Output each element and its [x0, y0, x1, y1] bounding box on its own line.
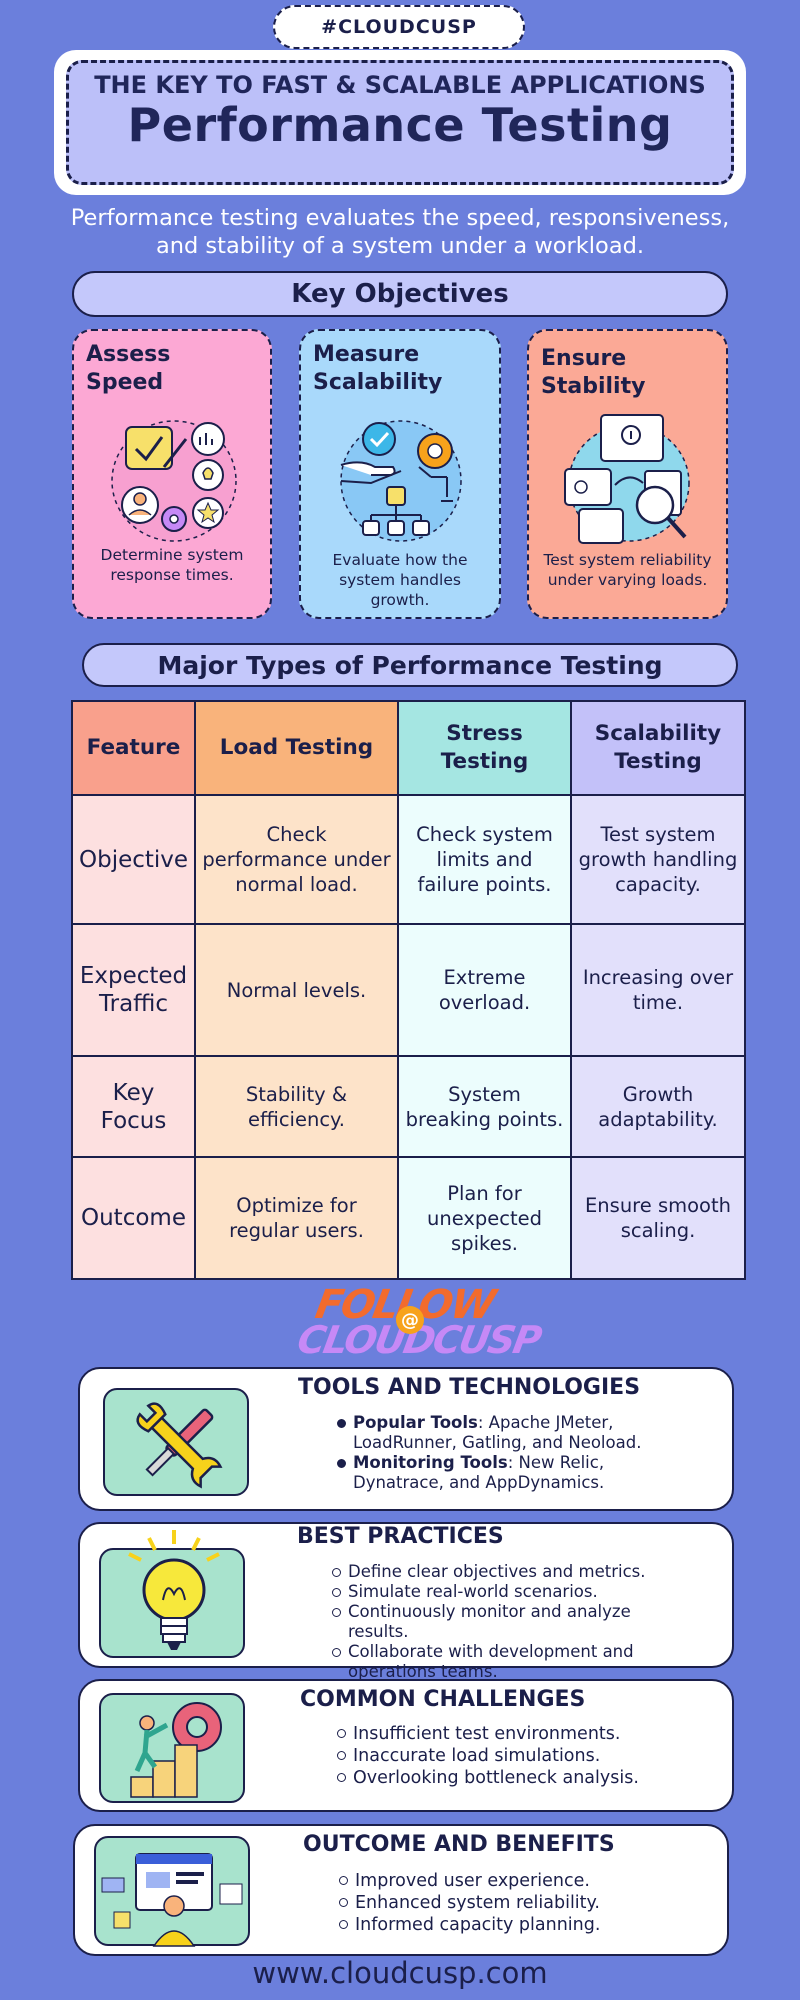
best-practices-title: BEST PRACTICES — [297, 1524, 504, 1549]
outcome-benefits-card: OUTCOME AND BENEFITS Improved user exper… — [73, 1824, 729, 1956]
common-challenges-list: Insufficient test environments. Inaccura… — [335, 1723, 685, 1789]
objective-card-stability: Ensure Stability Test system reliability… — [527, 329, 728, 619]
list-item: Monitoring Tools: New Relic, Dynatrace, … — [335, 1453, 695, 1493]
best-practices-card: BEST PRACTICES Define clear objectives a… — [78, 1522, 734, 1681]
lightbulb-icon — [99, 1530, 245, 1658]
at-sign-icon: @ — [396, 1306, 424, 1334]
list-item: Popular Tools: Apache JMeter, LoadRunner… — [335, 1413, 695, 1453]
follow-cloudcusp-logo[interactable]: FOLLOW CLOUDCUSP @ — [290, 1282, 543, 1362]
website-link[interactable]: www.cloudcusp.com — [252, 1956, 548, 1990]
objective-description: Evaluate how the system handles growth. — [332, 551, 468, 609]
list-item: Simulate real-world scenarios. — [330, 1582, 680, 1602]
performance-types-table: Feature Load Testing Stress Testing Scal… — [71, 700, 746, 1280]
page-title: Performance Testing — [127, 98, 673, 152]
column-header: Load Testing — [194, 700, 399, 796]
table-row: Objective Check performance under normal… — [71, 794, 746, 925]
common-challenges-card: COMMON CHALLENGES Insufficient test envi… — [78, 1679, 734, 1812]
hashtag-pill: #CLOUDCUSP — [273, 5, 525, 49]
list-item: Enhanced system reliability. — [337, 1892, 687, 1914]
table-cell: Growth adaptability. — [570, 1055, 746, 1158]
table-cell: Optimize for regular users. — [194, 1156, 399, 1280]
person-laptop-icon — [94, 1836, 250, 1947]
key-objectives-heading: Key Objectives — [72, 271, 728, 317]
table-cell: Stability & efficiency. — [194, 1055, 399, 1158]
table-row: Key Focus Stability & efficiency. System… — [71, 1055, 746, 1158]
list-item: Overlooking bottleneck analysis. — [335, 1767, 685, 1789]
table-header-row: Feature Load Testing Stress Testing Scal… — [71, 700, 746, 796]
tools-title: TOOLS AND TECHNOLOGIES — [298, 1375, 641, 1400]
row-label: Outcome — [71, 1156, 196, 1280]
outcome-benefits-list: Improved user experience. Enhanced syste… — [337, 1870, 687, 1936]
major-types-heading: Major Types of Performance Testing — [82, 643, 738, 687]
row-label: Key Focus — [71, 1055, 196, 1158]
best-practices-list: Define clear objectives and metrics. Sim… — [330, 1562, 680, 1682]
hand-network-icon — [340, 420, 462, 542]
list-item: Continuously monitor and analyze results… — [330, 1602, 680, 1642]
row-label: Objective — [71, 794, 196, 925]
table-cell: System breaking points. — [397, 1055, 572, 1158]
table-cell: Plan for unexpected spikes. — [397, 1156, 572, 1280]
list-item: Insufficient test environments. — [335, 1723, 685, 1745]
objective-title: Assess Speed — [86, 342, 171, 395]
intro-text: Performance testing evaluates the speed,… — [70, 205, 730, 259]
title-card-inner: THE KEY TO FAST & SCALABLE APPLICATIONS … — [66, 60, 734, 185]
column-header: Scalability Testing — [570, 700, 746, 796]
column-header: Feature — [71, 700, 196, 796]
table-cell: Test system growth handling capacity. — [570, 794, 746, 925]
table-row: Expected Traffic Normal levels. Extreme … — [71, 923, 746, 1057]
objective-title: Measure Scalability — [313, 342, 443, 395]
common-challenges-title: COMMON CHALLENGES — [300, 1687, 586, 1712]
table-cell: Check performance under normal load. — [194, 794, 399, 925]
table-cell: Extreme overload. — [397, 923, 572, 1057]
list-item: Improved user experience. — [337, 1870, 687, 1892]
objective-description: Test system reliability under varying lo… — [543, 551, 712, 589]
table-cell: Normal levels. — [194, 923, 399, 1057]
checklist-gears-icon — [111, 420, 237, 542]
list-item: Define clear objectives and metrics. — [330, 1562, 680, 1582]
tools-list: Popular Tools: Apache JMeter, LoadRunner… — [335, 1413, 695, 1493]
title-kicker: THE KEY TO FAST & SCALABLE APPLICATIONS — [94, 71, 706, 99]
objective-card-speed: Assess Speed Determine system response t… — [72, 329, 272, 619]
column-header: Stress Testing — [397, 700, 572, 796]
documents-magnifier-icon — [564, 414, 690, 544]
row-label: Expected Traffic — [71, 923, 196, 1057]
table-row: Outcome Optimize for regular users. Plan… — [71, 1156, 746, 1280]
tools-card: TOOLS AND TECHNOLOGIES Popular Tools: Ap… — [78, 1367, 734, 1511]
objective-description: Determine system response times. — [100, 546, 244, 584]
objective-title: Ensure Stability — [541, 346, 646, 399]
table-cell: Check system limits and failure points. — [397, 794, 572, 925]
list-item: Collaborate with development and operati… — [330, 1642, 680, 1682]
outcome-benefits-title: OUTCOME AND BENEFITS — [303, 1832, 615, 1857]
wrench-screwdriver-icon — [103, 1388, 249, 1496]
list-item: Inaccurate load simulations. — [335, 1745, 685, 1767]
list-item: Informed capacity planning. — [337, 1914, 687, 1936]
objective-card-scalability: Measure Scalability Evaluate how the sys… — [299, 329, 501, 619]
table-cell: Increasing over time. — [570, 923, 746, 1057]
climbing-gear-icon — [99, 1693, 245, 1803]
table-cell: Ensure smooth scaling. — [570, 1156, 746, 1280]
